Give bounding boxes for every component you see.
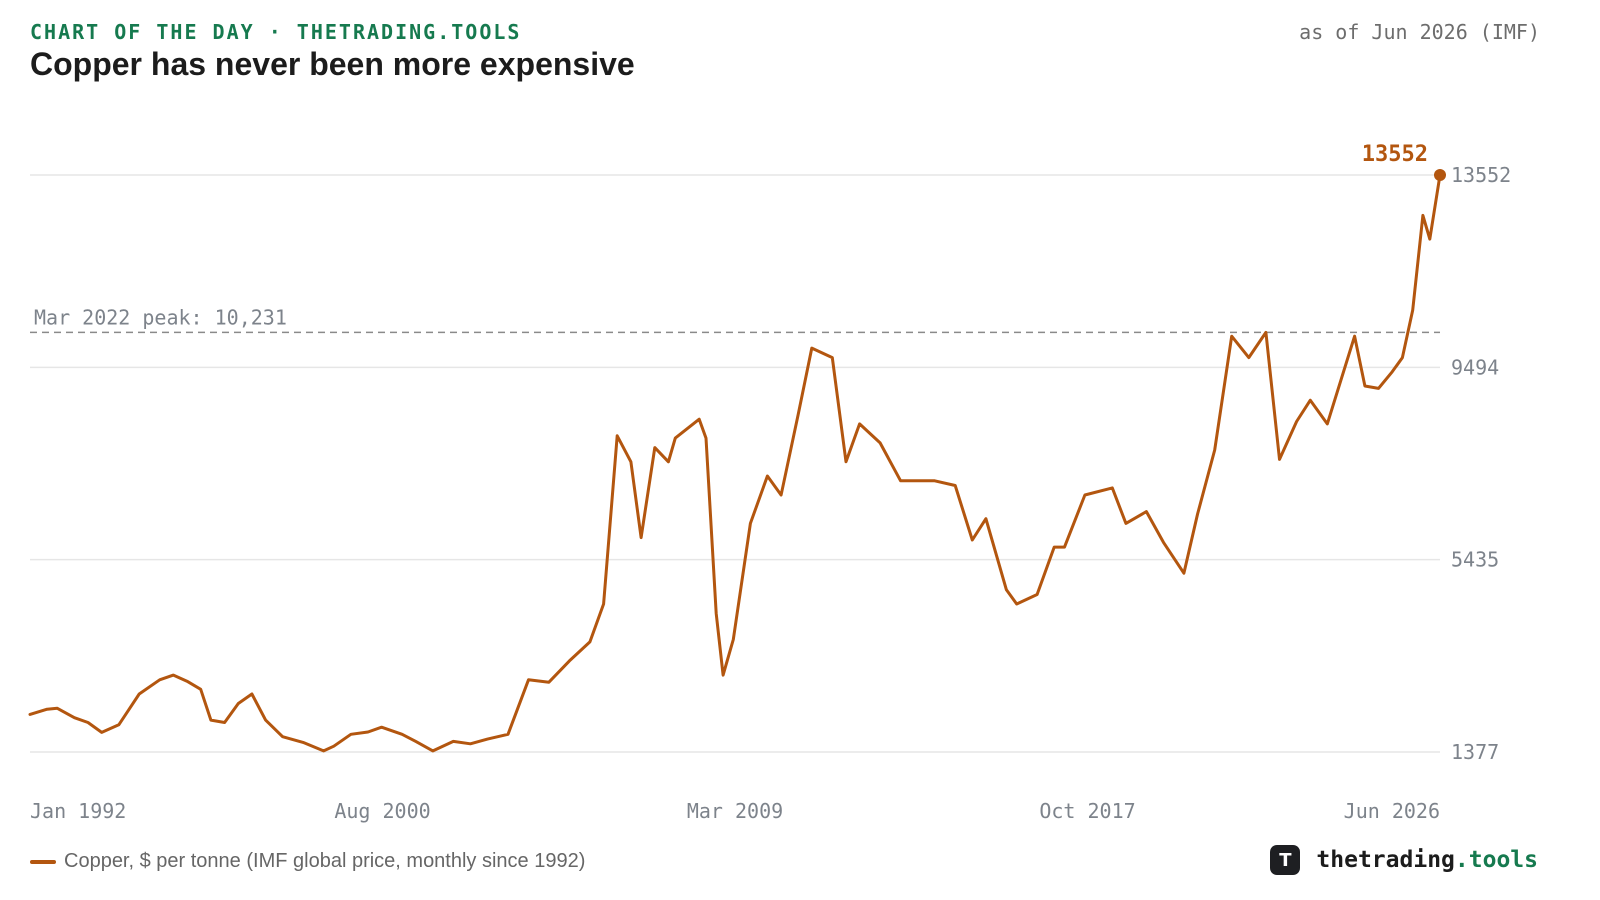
y-tick-label: 1377 bbox=[1451, 740, 1499, 764]
series-line-copper bbox=[28, 173, 1442, 753]
x-tick-label: Mar 2009 bbox=[687, 799, 783, 823]
y-tick-label: 13552 bbox=[1451, 163, 1511, 187]
last-value-label: 13552 bbox=[1362, 142, 1428, 167]
x-tick-label: Aug 2000 bbox=[334, 799, 430, 823]
y-axis-ticks: 1377 5435 9494 13552 bbox=[1451, 163, 1511, 764]
last-value-marker bbox=[1434, 169, 1446, 181]
legend-swatch-copper bbox=[30, 859, 56, 864]
x-axis-ticks: Jan 1992 Aug 2000 Mar 2009 Oct 2017 Jun 2026 bbox=[30, 799, 1440, 823]
brand-logo-icon: T bbox=[1270, 845, 1301, 875]
reference-line-label: Mar 2022 peak: 10,231 bbox=[34, 305, 287, 329]
y-tick-label: 9494 bbox=[1451, 355, 1499, 379]
reference-layer: Mar 2022 peak: 10,231 bbox=[30, 305, 1440, 334]
price-chart: Mar 2022 peak: 10,231 13552 1377 5435 9494… bbox=[28, 142, 1511, 823]
chart-kicker: CHART OF THE DAY · THETRADING.TOOLS bbox=[30, 20, 522, 44]
chart-title: Copper has never been more expensive bbox=[30, 46, 635, 82]
y-tick-label: 5435 bbox=[1451, 548, 1499, 572]
brand-name-tld: .tools bbox=[1454, 847, 1538, 873]
brand-name: thetrading.tools bbox=[1316, 847, 1538, 873]
brand-mark: T thetrading.tools bbox=[1270, 845, 1538, 875]
as-of-label: as of Jun 2026 (IMF) bbox=[1299, 20, 1540, 44]
x-tick-label: Jan 1992 bbox=[30, 799, 126, 823]
x-tick-label: Jun 2026 bbox=[1344, 799, 1440, 823]
chart-legend: Copper, $ per tonne (IMF global price, m… bbox=[30, 850, 585, 873]
series-layer: 13552 bbox=[28, 142, 1446, 753]
legend-label: Copper, $ per tonne (IMF global price, m… bbox=[64, 850, 586, 872]
grid-lines bbox=[30, 174, 1440, 753]
brand-name-main: thetrading bbox=[1316, 847, 1455, 873]
x-tick-label: Oct 2017 bbox=[1039, 799, 1135, 823]
